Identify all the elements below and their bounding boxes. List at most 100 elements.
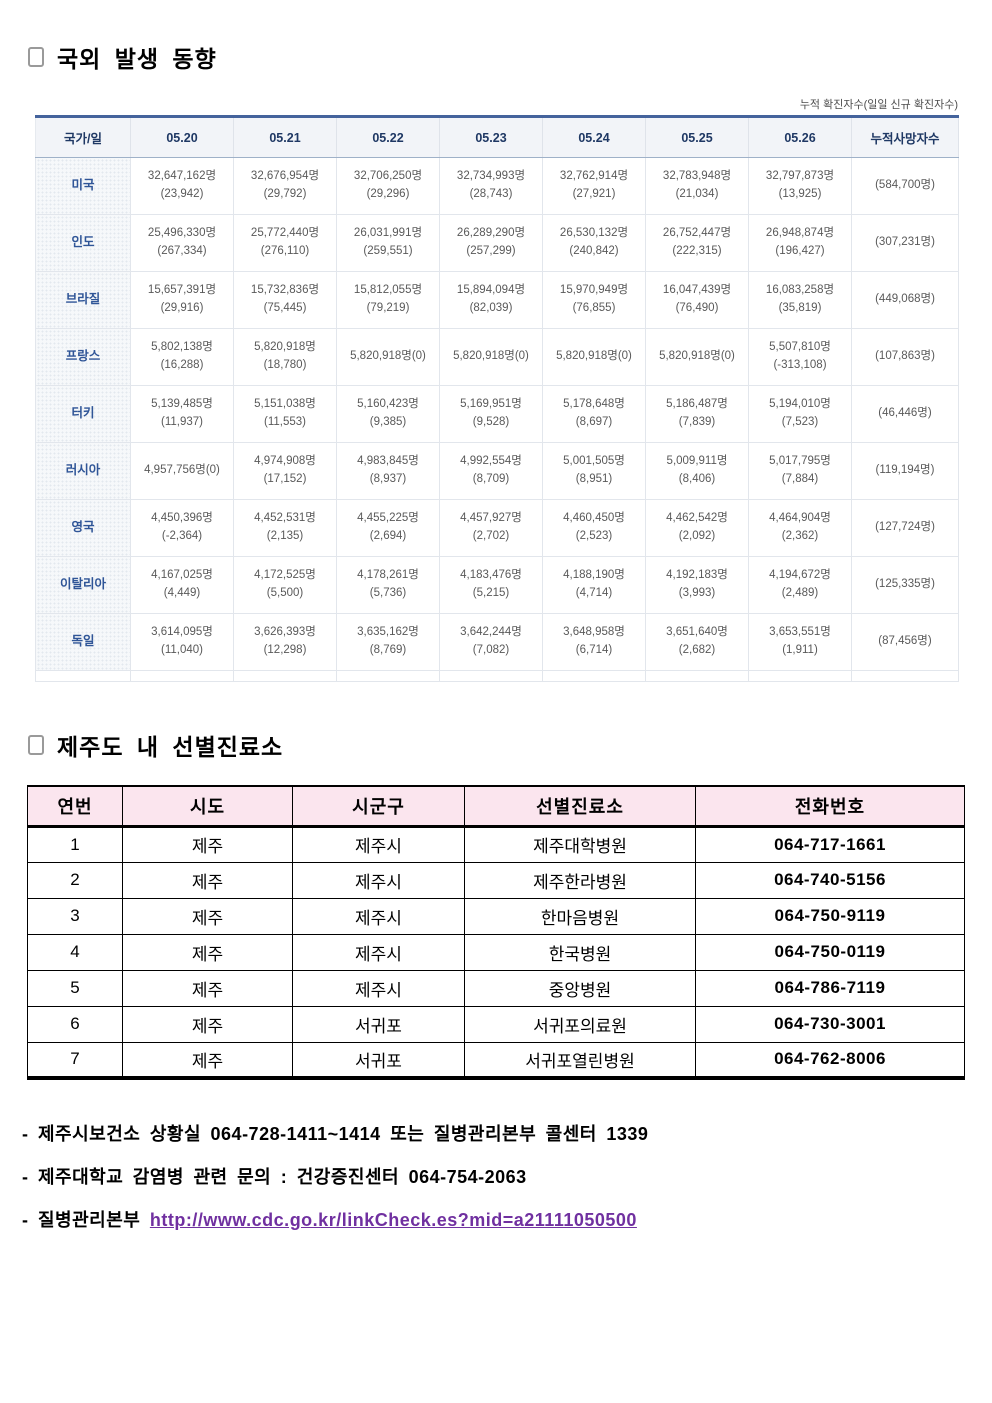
new-cases-value: (2,135) <box>266 530 304 542</box>
daily-cases-cell: 5,017,795명 (7,884) <box>748 442 852 500</box>
overseas-table-row: 러시아 4,957,756명(0) 4,974,908명 (17,152) 4,983,… <box>35 442 959 500</box>
cumulative-cases-value: 5,194,010명 <box>769 398 831 411</box>
cumulative-cases-value: 4,452,531명 <box>254 512 316 525</box>
cumulative-cases-value: 26,031,991명 <box>353 227 423 240</box>
country-name-cell: 브라질 <box>35 271 131 329</box>
new-cases-value: (8,709) <box>472 473 510 485</box>
daily-cases-cell: 15,732,836명 (75,445) <box>233 271 337 329</box>
sigungu-cell: 서귀포 <box>292 1005 465 1043</box>
cumulative-cases-value: 15,657,391명 <box>147 284 217 297</box>
daily-cases-cell: 16,047,439명 (76,490) <box>645 271 749 329</box>
daily-cases-cell: 3,614,095명 (11,040) <box>130 613 234 671</box>
cumulative-cases-value: 25,772,440명 <box>250 227 320 240</box>
daily-cases-cell: 4,178,261명 (5,736) <box>336 556 440 614</box>
square-bullet-icon <box>28 735 44 755</box>
daily-cases-cell: 5,802,138명 (16,288) <box>130 328 234 386</box>
overseas-table-row: 미국 32,647,162명 (23,942) 32,676,954명 (29,792)… <box>35 157 959 215</box>
sido-cell: 제주 <box>122 933 293 971</box>
cumulative-cases-value: 5,820,918명(0) <box>350 350 426 363</box>
daily-cases-cell: 5,194,010명 (7,523) <box>748 385 852 443</box>
daily-cases-cell: 5,160,423명 (9,385) <box>336 385 440 443</box>
footer-line-3: - 질병관리본부 http://www.cdc.go.kr/linkCheck.… <box>22 1210 637 1230</box>
new-cases-value: (9,528) <box>472 416 510 428</box>
empty-cell <box>130 670 234 682</box>
new-cases-value: (11,040) <box>161 644 203 656</box>
daily-cases-cell: 3,651,640명 (2,682) <box>645 613 749 671</box>
daily-cases-cell: 32,647,162명 (23,942) <box>130 157 234 215</box>
cumulative-deaths-cell: (584,700명) <box>851 157 959 215</box>
row-number-cell: 4 <box>27 933 123 971</box>
overseas-column-header-6: 05.25 <box>645 116 749 158</box>
new-cases-value: (267,334) <box>157 245 207 257</box>
overseas-table-note: 누적 확진자수(일일 신규 확진자수) <box>799 99 958 111</box>
daily-cases-cell: 32,734,993명 (28,743) <box>439 157 543 215</box>
new-cases-value: (240,842) <box>569 245 619 257</box>
sido-cell: 제주 <box>122 861 293 899</box>
daily-cases-cell: 4,188,190명 (4,714) <box>542 556 646 614</box>
overseas-column-header-8: 누적사망자수 <box>851 116 959 158</box>
daily-cases-cell: 32,783,948명 (21,034) <box>645 157 749 215</box>
new-cases-value: (7,523) <box>781 416 819 428</box>
empty-cell <box>851 670 959 682</box>
square-bullet-icon <box>28 47 44 67</box>
cumulative-deaths-cell: (449,068명) <box>851 271 959 329</box>
new-cases-value: (5,215) <box>472 587 510 599</box>
new-cases-value: (5,500) <box>266 587 304 599</box>
new-cases-value: (2,489) <box>781 587 819 599</box>
new-cases-value: (29,296) <box>366 188 410 200</box>
clinics-table-header-row: 연번 시도 시군구 선별진료소 전화번호 <box>27 785 965 828</box>
phone-number-cell: 064-750-0119 <box>695 933 965 971</box>
cumulative-cases-value: 32,706,250명 <box>353 170 423 183</box>
clinics-table-row: 2 제주 제주시 제주한라병원 064-740-5156 <box>27 861 965 899</box>
cumulative-cases-value: 4,455,225명 <box>357 512 419 525</box>
footer-line-1: - 제주시보건소 상황실 064-728-1411~1414 또는 질병관리본부… <box>22 1124 649 1144</box>
cdc-link[interactable]: http://www.cdc.go.kr/linkCheck.es?mid=a2… <box>149 1210 637 1230</box>
daily-cases-cell: 5,820,918명(0) <box>645 328 749 386</box>
overseas-column-header-2: 05.21 <box>233 116 337 158</box>
country-name-cell: 독일 <box>35 613 131 671</box>
cumulative-cases-value: 32,647,162명 <box>147 170 217 183</box>
cumulative-cases-value: 5,820,918명(0) <box>659 350 735 363</box>
new-cases-value: (2,092) <box>678 530 716 542</box>
new-cases-value: (11,937) <box>161 416 203 428</box>
cumulative-cases-value: 4,192,183명 <box>666 569 728 582</box>
cumulative-cases-value: 32,783,948명 <box>662 170 732 183</box>
phone-number-cell: 064-740-5156 <box>695 861 965 899</box>
cumulative-cases-value: 16,047,439명 <box>662 284 732 297</box>
cumulative-deaths-cell: (119,194명) <box>851 442 959 500</box>
clinics-table: 연번 시도 시군구 선별진료소 전화번호 1 제주 제주시 제주대학병원 064-717-166… <box>27 785 965 1080</box>
overseas-table-row: 프랑스 5,802,138명 (16,288) 5,820,918명 (18,780) 5… <box>35 328 959 386</box>
daily-cases-cell: 26,530,132명 (240,842) <box>542 214 646 272</box>
daily-cases-cell: 25,772,440명 (276,110) <box>233 214 337 272</box>
cumulative-cases-value: 4,167,025명 <box>151 569 213 582</box>
overseas-column-header-7: 05.26 <box>748 116 852 158</box>
daily-cases-cell: 32,706,250명 (29,296) <box>336 157 440 215</box>
daily-cases-cell: 32,676,954명 (29,792) <box>233 157 337 215</box>
cumulative-cases-value: 25,496,330명 <box>147 227 217 240</box>
daily-cases-cell: 5,820,918명(0) <box>542 328 646 386</box>
daily-cases-cell: 3,642,244명 (7,082) <box>439 613 543 671</box>
new-cases-value: (276,110) <box>260 245 310 257</box>
new-cases-value: (259,551) <box>363 245 413 257</box>
cumulative-cases-value: 15,894,094명 <box>456 284 526 297</box>
cumulative-cases-value: 4,172,525명 <box>254 569 316 582</box>
cumulative-cases-value: 32,734,993명 <box>456 170 526 183</box>
empty-cell <box>645 670 749 682</box>
new-cases-value: (9,385) <box>369 416 407 428</box>
daily-cases-cell: 5,178,648명 (8,697) <box>542 385 646 443</box>
cumulative-cases-value: 5,017,795명 <box>769 455 831 468</box>
overseas-column-header-5: 05.24 <box>542 116 646 158</box>
contact-footer: - 제주시보건소 상황실 064-728-1411~1414 또는 질병관리본부… <box>22 1120 992 1232</box>
daily-cases-cell: 5,001,505명 (8,951) <box>542 442 646 500</box>
phone-number-cell: 064-750-9119 <box>695 897 965 935</box>
cumulative-cases-value: 5,802,138명 <box>151 341 213 354</box>
daily-cases-cell: 25,496,330명 (267,334) <box>130 214 234 272</box>
country-name-cell: 인도 <box>35 214 131 272</box>
country-name-cell: 이탈리아 <box>35 556 131 614</box>
cumulative-cases-value: 32,762,914명 <box>559 170 629 183</box>
clinics-column-header-3: 선별진료소 <box>464 785 696 828</box>
cumulative-cases-value: 3,614,095명 <box>151 626 213 639</box>
cumulative-cases-value: 26,530,132명 <box>559 227 629 240</box>
daily-cases-cell: 26,752,447명 (222,315) <box>645 214 749 272</box>
daily-cases-cell: 5,820,918명(0) <box>439 328 543 386</box>
